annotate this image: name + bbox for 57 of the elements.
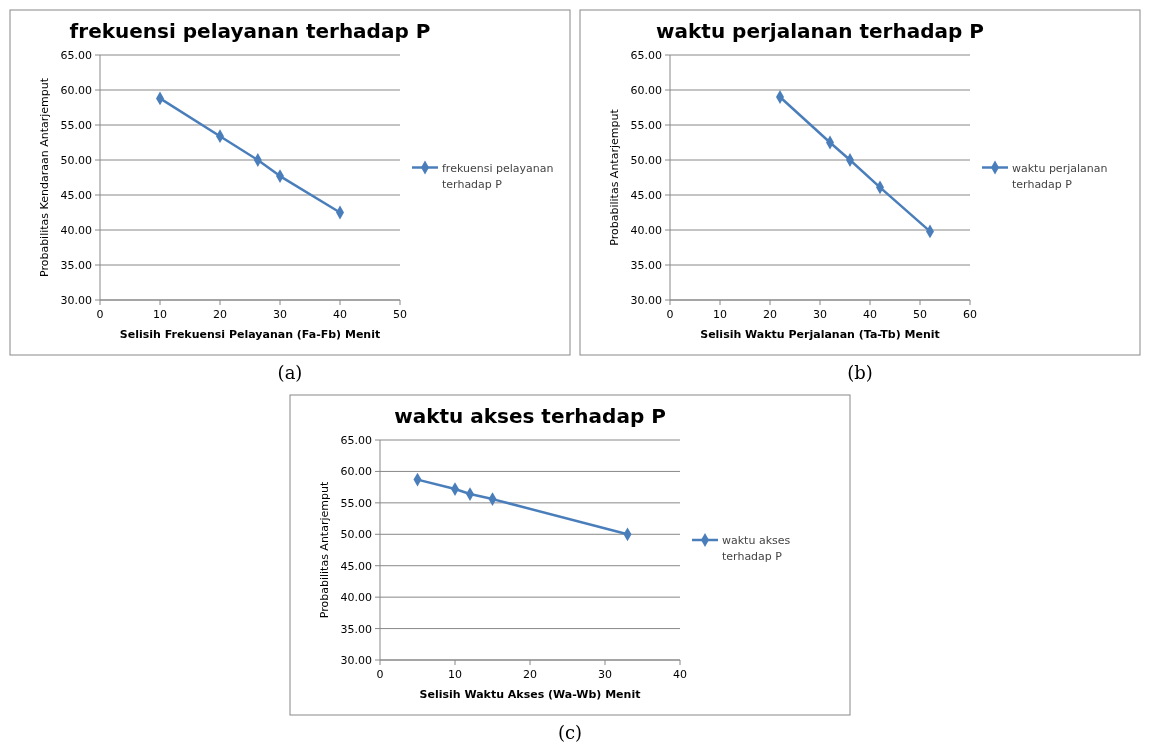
y-axis-title: Probabilitas Antarjemput	[608, 108, 621, 246]
y-tick-label: 50.00	[60, 154, 92, 167]
y-tick-label: 55.00	[60, 119, 92, 132]
x-tick-label: 50	[913, 308, 927, 321]
x-tick-label: 10	[448, 668, 462, 681]
x-tick-label: 40	[333, 308, 347, 321]
y-tick-label: 60.00	[340, 465, 372, 479]
x-tick-label: 20	[213, 308, 227, 321]
y-tick-label: 60.00	[630, 84, 662, 97]
x-tick-label: 10	[153, 308, 167, 321]
chart-title: frekuensi pelayanan terhadap P	[69, 19, 431, 43]
x-tick-label: 40	[863, 308, 877, 321]
y-tick-label: 55.00	[340, 496, 372, 510]
legend-label: waktu akses terhadap P	[722, 534, 791, 563]
legend-label: waktu perjalanan terhadap P	[1012, 161, 1108, 191]
text: (c)	[557, 722, 583, 743]
y-axis-title: Probabilitas Antarjemput	[318, 481, 331, 619]
text: (b)	[847, 362, 873, 383]
y-tick-label: 30.00	[60, 294, 92, 307]
y-tick-label: 65.00	[630, 49, 662, 62]
y-tick-label: 30.00	[340, 654, 372, 667]
text: (a)	[277, 362, 303, 383]
y-tick-label: 65.00	[60, 49, 92, 62]
y-tick-label: 55.00	[630, 119, 662, 132]
y-tick-label: 50.00	[340, 528, 372, 542]
x-tick-label: 40	[673, 668, 687, 681]
x-tick-label: 0	[376, 668, 384, 681]
x-tick-label: 30	[813, 308, 827, 321]
y-tick-label: 35.00	[340, 622, 372, 636]
y-tick-label: 50.00	[630, 154, 662, 167]
x-tick-label: 10	[713, 308, 727, 321]
y-axis-title: Probabilitas Kendaraan Antarjemput	[38, 77, 51, 278]
y-tick-label: 40.00	[630, 224, 662, 237]
x-tick-label: 0	[96, 308, 104, 321]
chart-title: waktu akses terhadap P	[394, 404, 666, 428]
y-tick-label: 45.00	[340, 559, 372, 573]
y-tick-label: 45.00	[630, 189, 662, 202]
x-tick-label: 20	[763, 308, 777, 321]
y-tick-label: 40.00	[340, 591, 372, 605]
x-axis-title: Selisih Frekuensi Pelayanan (Fa-Fb) Menit	[119, 328, 381, 341]
x-tick-label: 50	[393, 308, 407, 321]
y-tick-label: 45.00	[60, 189, 92, 202]
x-tick-label: 30	[598, 668, 612, 681]
x-tick-label: 60	[963, 308, 977, 321]
x-axis-title: Selisih Waktu Akses (Wa-Wb) Menit	[419, 688, 641, 701]
legend-label: frekuensi pelayanan terhadap P	[442, 161, 554, 191]
y-tick-label: 35.00	[630, 259, 662, 272]
y-tick-label: 60.00	[60, 84, 92, 97]
x-tick-label: 0	[666, 308, 674, 321]
x-axis-title: Selisih Waktu Perjalanan (Ta-Tb) Menit	[700, 328, 940, 341]
y-tick-label: 35.00	[60, 259, 92, 272]
y-tick-label: 40.00	[60, 224, 92, 237]
x-tick-label: 20	[523, 668, 537, 681]
y-tick-label: 65.00	[340, 434, 372, 447]
x-tick-label: 30	[273, 308, 287, 321]
y-tick-label: 30.00	[630, 294, 662, 307]
chart-title: waktu perjalanan terhadap P	[656, 19, 984, 43]
